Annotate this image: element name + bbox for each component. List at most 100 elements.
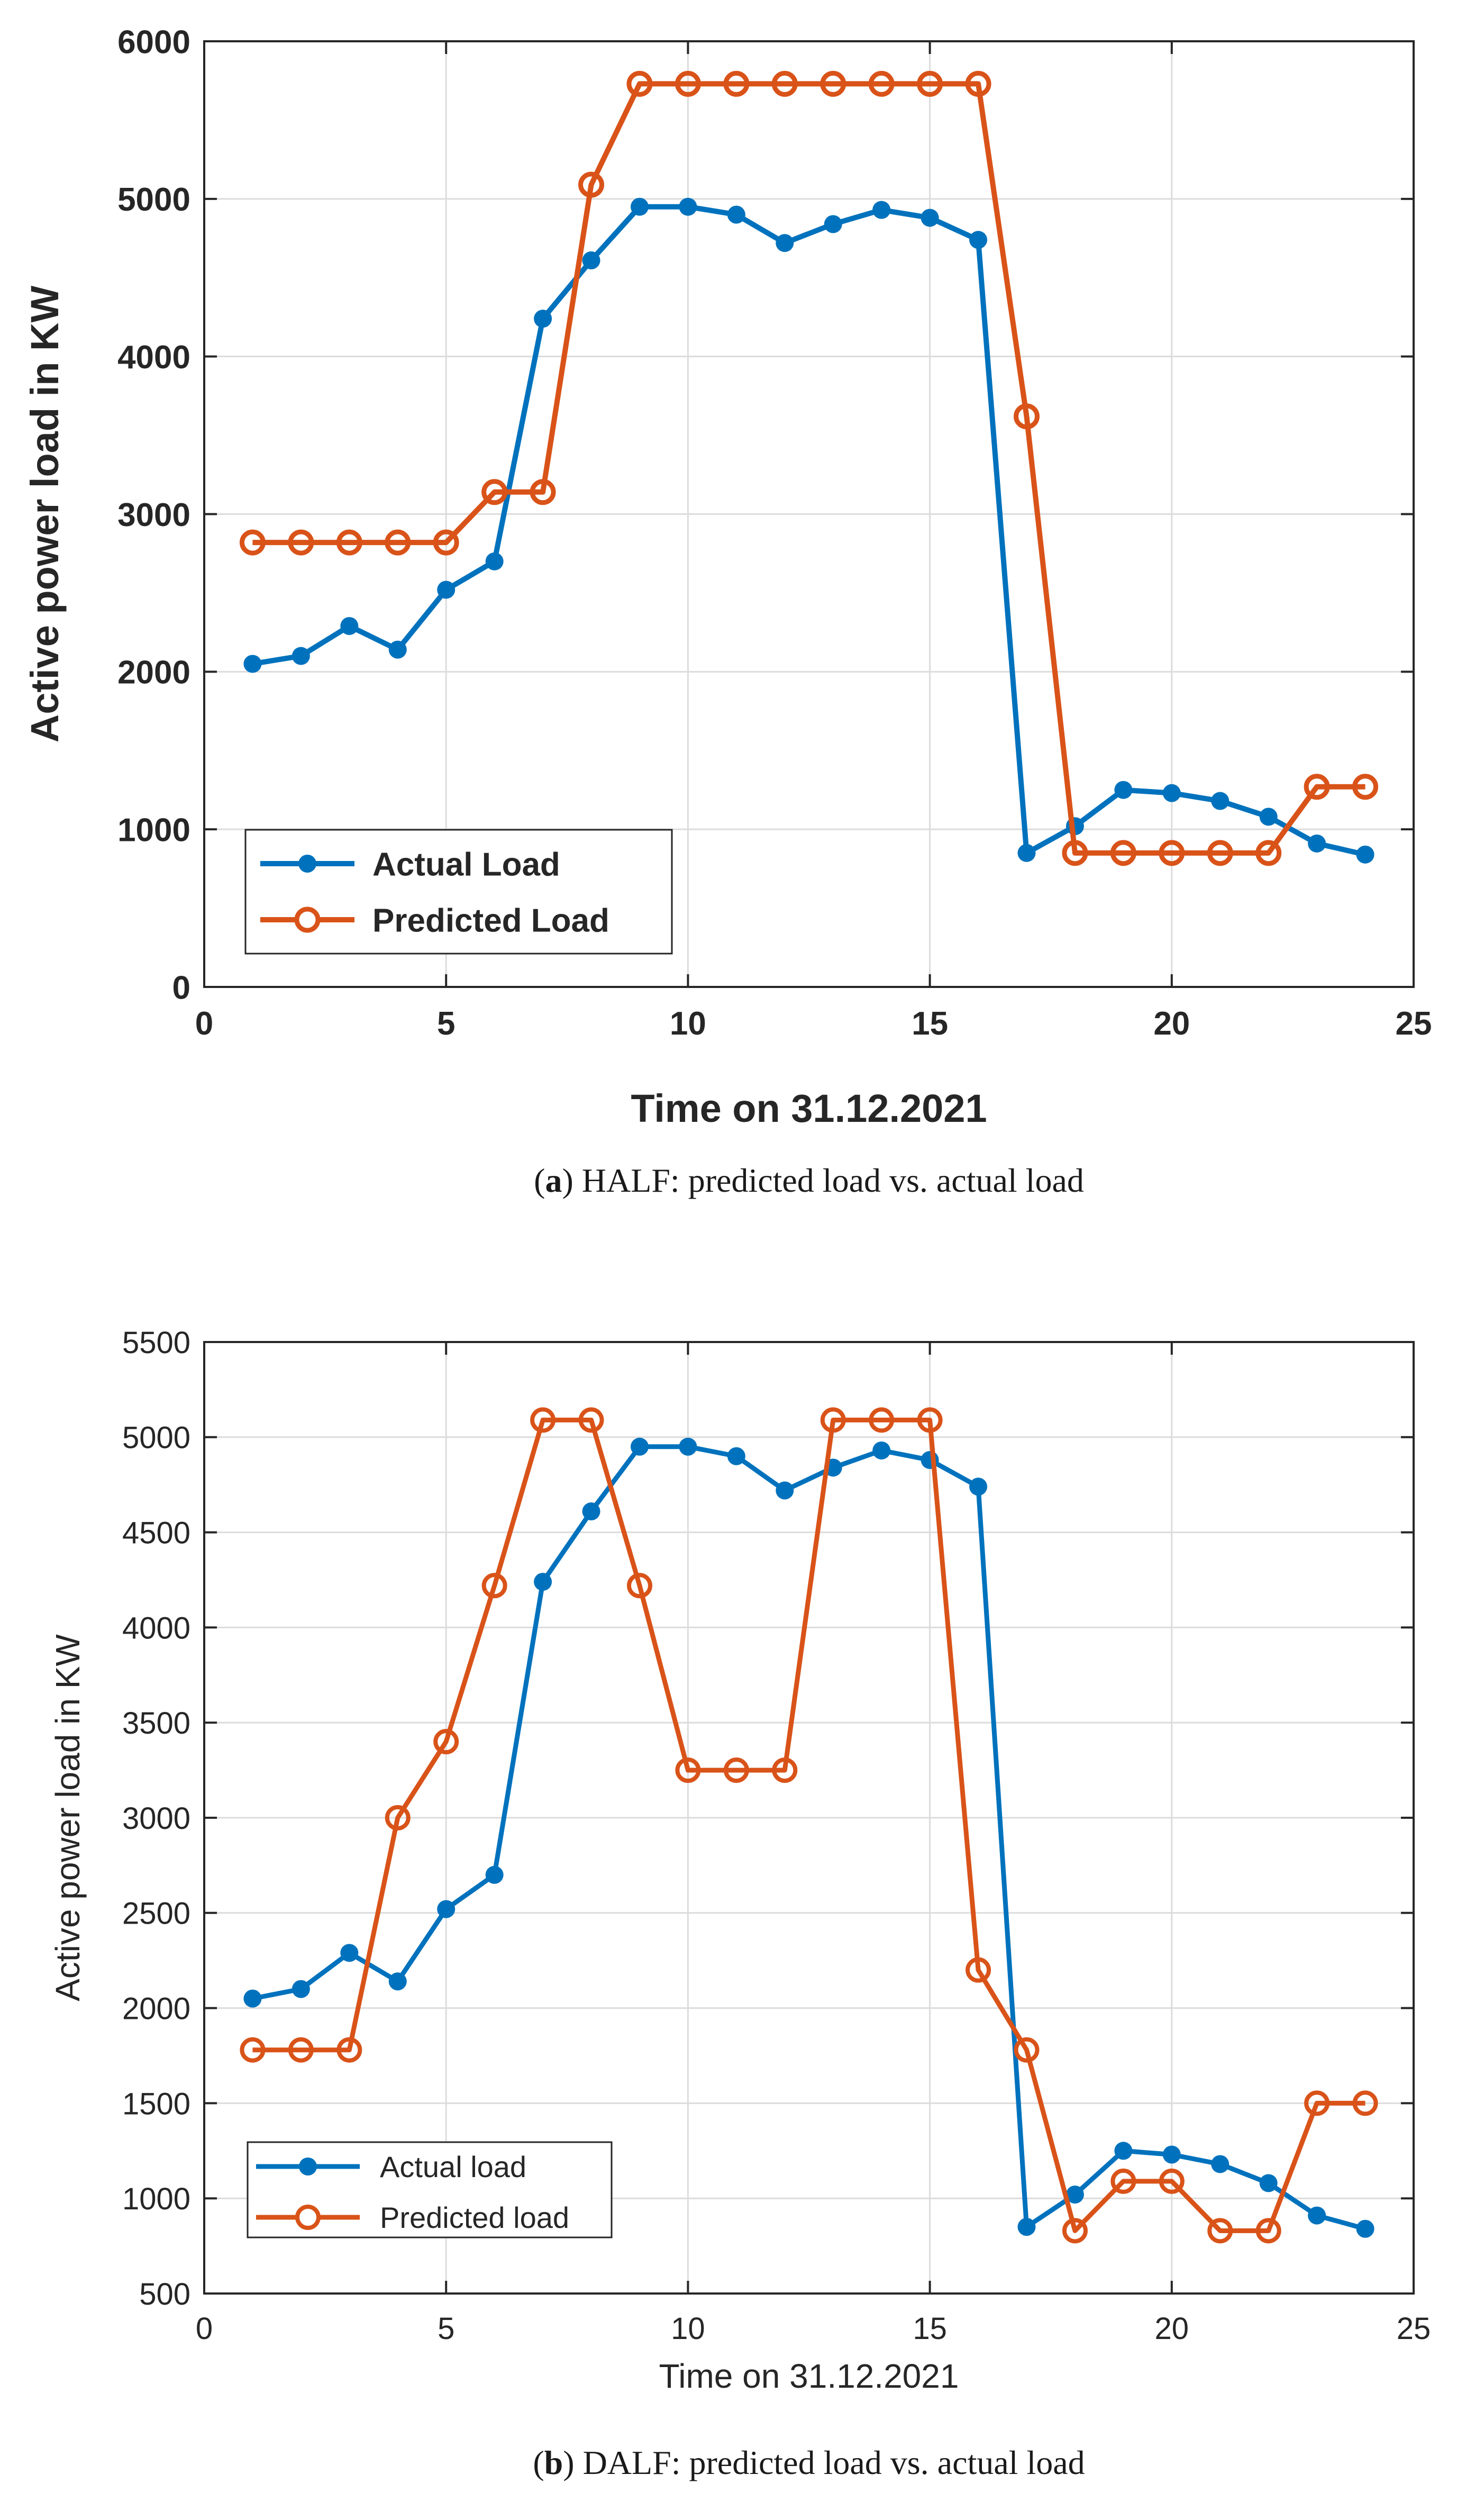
series-predicted-load xyxy=(239,70,1379,866)
data-point xyxy=(1114,781,1133,799)
legend-marker xyxy=(298,855,316,873)
data-point xyxy=(1110,840,1136,866)
data-point xyxy=(582,1502,600,1521)
y-tick-label: 5000 xyxy=(117,182,190,218)
data-point xyxy=(675,1757,701,1783)
data-point xyxy=(1356,845,1374,864)
data-point xyxy=(727,1447,745,1465)
x-axis-label: Time on 31.12.2021 xyxy=(659,2357,959,2395)
data-point xyxy=(1159,2168,1185,2194)
data-point xyxy=(820,1407,846,1433)
data-point xyxy=(336,2037,362,2063)
data-point xyxy=(1356,2219,1374,2238)
figure-caption: (b) DALF: predicted load vs. actual load xyxy=(533,2444,1085,2481)
data-point xyxy=(288,529,314,556)
x-tick-label: 0 xyxy=(196,2311,213,2346)
data-point xyxy=(868,70,895,97)
data-point xyxy=(1308,834,1326,853)
data-point xyxy=(340,617,359,635)
data-point xyxy=(917,70,943,97)
data-point xyxy=(771,70,798,97)
x-tick-label: 10 xyxy=(670,1005,706,1042)
y-tick-label: 1000 xyxy=(122,2182,190,2216)
data-point xyxy=(292,647,310,665)
data-point xyxy=(1259,2174,1278,2192)
x-tick-label: 15 xyxy=(912,1005,948,1042)
y-tick-label: 2000 xyxy=(117,655,190,691)
data-point xyxy=(1211,2155,1230,2173)
y-tick-label: 5000 xyxy=(122,1421,190,1455)
data-point xyxy=(485,552,504,570)
caption-label: a xyxy=(545,1162,562,1199)
y-axis-label: Active power load in KW xyxy=(23,286,67,743)
data-point xyxy=(288,2037,314,2063)
data-point xyxy=(534,1573,552,1591)
x-axis-label: Time on 31.12.2021 xyxy=(631,1086,987,1130)
chart-panel-a: 0 5 10 15 20 25 0 1000 2000 3000 4000 5000 6000 Time … xyxy=(23,24,1432,1199)
data-point xyxy=(675,70,701,97)
data-point xyxy=(917,1407,943,1433)
y-tick-label: 3000 xyxy=(117,497,190,533)
data-point xyxy=(1159,840,1185,866)
data-point xyxy=(776,1481,794,1500)
data-point xyxy=(921,209,939,227)
data-point xyxy=(772,1757,798,1783)
data-point xyxy=(578,171,605,198)
data-point xyxy=(385,1805,411,1830)
data-point xyxy=(485,1865,504,1884)
data-point xyxy=(969,231,988,249)
data-point xyxy=(385,529,411,556)
data-point xyxy=(869,1407,895,1433)
data-point xyxy=(578,1407,604,1433)
caption-text: DALF: predicted load vs. actual load xyxy=(575,2444,1085,2481)
y-tick-label: 4000 xyxy=(122,1611,190,1645)
data-point xyxy=(243,655,262,673)
data-point xyxy=(626,70,653,97)
data-point xyxy=(243,1989,262,2008)
data-point xyxy=(1352,774,1379,800)
chart-panel-b: 0 5 10 15 20 25 500 1000 1500 2000 2500 3000 3500 400… xyxy=(49,1326,1431,2481)
data-point xyxy=(1017,844,1036,862)
data-point xyxy=(582,251,600,269)
data-point xyxy=(292,1980,310,1998)
legend-label: Actual load xyxy=(380,2150,526,2183)
data-point xyxy=(481,1573,507,1599)
legend: Actual Load Predicted Load xyxy=(244,829,673,955)
y-axis-label: Active power load in KW xyxy=(49,1634,87,2001)
data-point xyxy=(340,1944,359,1962)
caption-label: b xyxy=(544,2444,563,2481)
x-tick-label: 20 xyxy=(1155,2311,1189,2346)
data-point xyxy=(530,479,556,505)
y-tick-label: 3500 xyxy=(122,1706,190,1741)
data-point xyxy=(776,234,794,252)
legend-label: Predicted load xyxy=(380,2201,569,2234)
legend-marker xyxy=(299,2158,317,2175)
y-tick-label: 1500 xyxy=(122,2087,190,2121)
y-tick-label: 2000 xyxy=(122,1991,190,2026)
data-point xyxy=(969,1477,988,1496)
caption-text: HALF: predicted load vs. actual load xyxy=(573,1162,1084,1199)
y-tick-label: 4000 xyxy=(117,339,190,376)
x-tick-label: 0 xyxy=(195,1005,213,1042)
data-point xyxy=(437,581,456,599)
y-tick-label: 3000 xyxy=(122,1801,190,1836)
y-tick-label: 0 xyxy=(172,969,190,1006)
y-tick-label: 500 xyxy=(139,2277,190,2311)
data-point xyxy=(1255,2218,1281,2244)
x-tick-label: 10 xyxy=(671,2311,705,2346)
data-point xyxy=(820,70,846,97)
data-point xyxy=(872,201,891,219)
data-point xyxy=(530,1407,556,1433)
data-point xyxy=(679,197,697,216)
legend-marker xyxy=(294,907,321,933)
data-point xyxy=(433,529,459,556)
data-point xyxy=(1110,2168,1136,2194)
data-point xyxy=(388,1972,407,1991)
data-point xyxy=(723,70,750,97)
caption-label-close: ) xyxy=(563,2444,574,2481)
series-actual-load xyxy=(243,197,1374,864)
x-tick-label: 5 xyxy=(437,1005,455,1042)
data-point xyxy=(1352,2090,1378,2116)
data-point xyxy=(433,1729,459,1755)
